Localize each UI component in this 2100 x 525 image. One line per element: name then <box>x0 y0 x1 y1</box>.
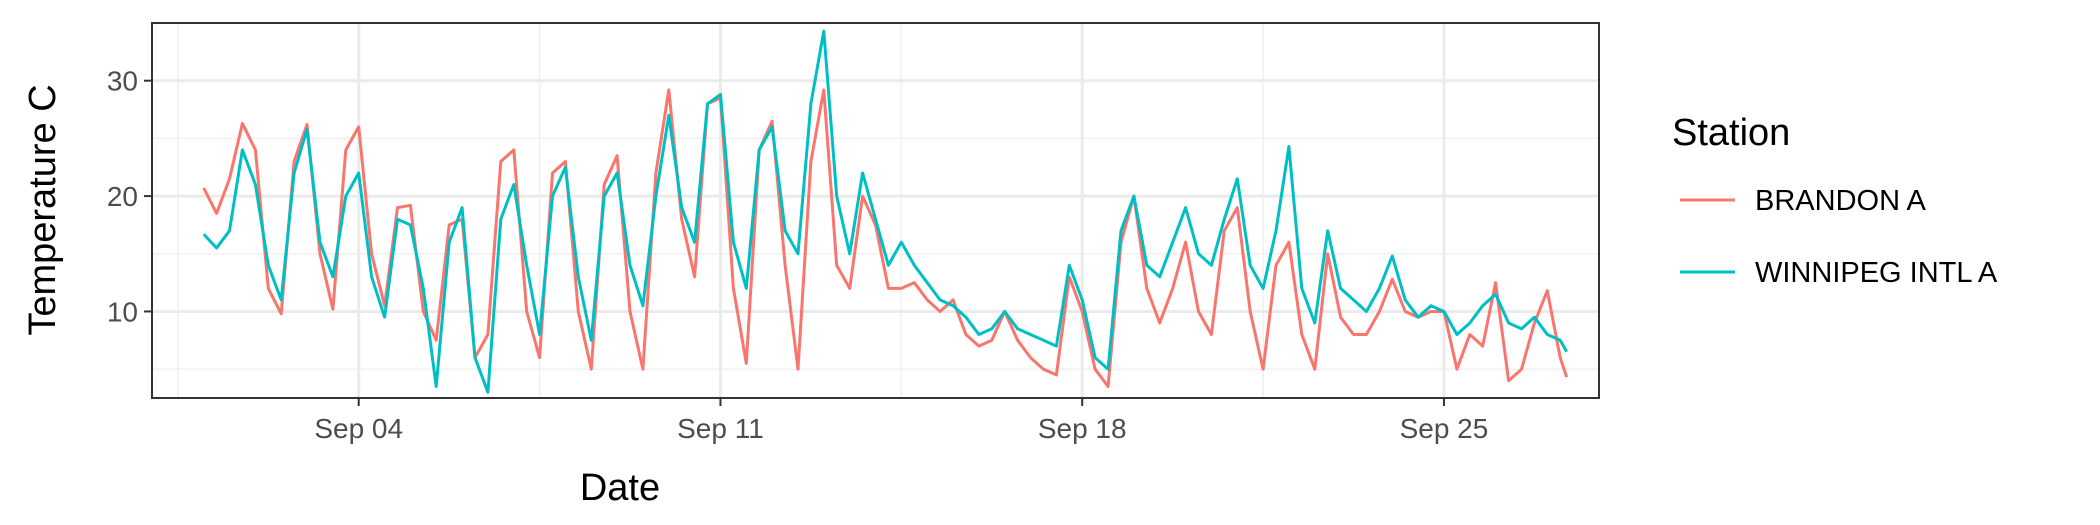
y-tick-label: 10 <box>107 296 138 327</box>
x-tick-label: Sep 18 <box>1038 413 1127 444</box>
legend-label-winnipeg-intl-a: WINNIPEG INTL A <box>1755 257 1998 289</box>
legend-title: Station <box>1672 112 1790 154</box>
x-axis-title: Date <box>580 467 660 509</box>
x-tick-label: Sep 25 <box>1400 413 1489 444</box>
y-axis: 10 20 30 <box>107 66 152 327</box>
x-tick-label: Sep 11 <box>677 413 764 444</box>
x-axis: Sep 04 Sep 11 Sep 18 Sep 25 <box>314 398 1488 444</box>
y-tick-label: 30 <box>107 66 138 97</box>
series-lines <box>202 29 1569 394</box>
legend-label-brandon-a: BRANDON A <box>1755 185 1926 217</box>
y-axis-title: Temperature C <box>22 84 64 335</box>
series-line-winnipeg-intl-a <box>202 29 1569 394</box>
series-line-brandon-a <box>202 88 1569 388</box>
plot-border <box>151 22 1600 399</box>
major-gridlines <box>152 23 1599 398</box>
y-tick-label: 20 <box>107 181 138 212</box>
x-tick-label: Sep 04 <box>314 413 403 444</box>
legend: Station BRANDON A WINNIPEG INTL A <box>1672 112 1998 289</box>
